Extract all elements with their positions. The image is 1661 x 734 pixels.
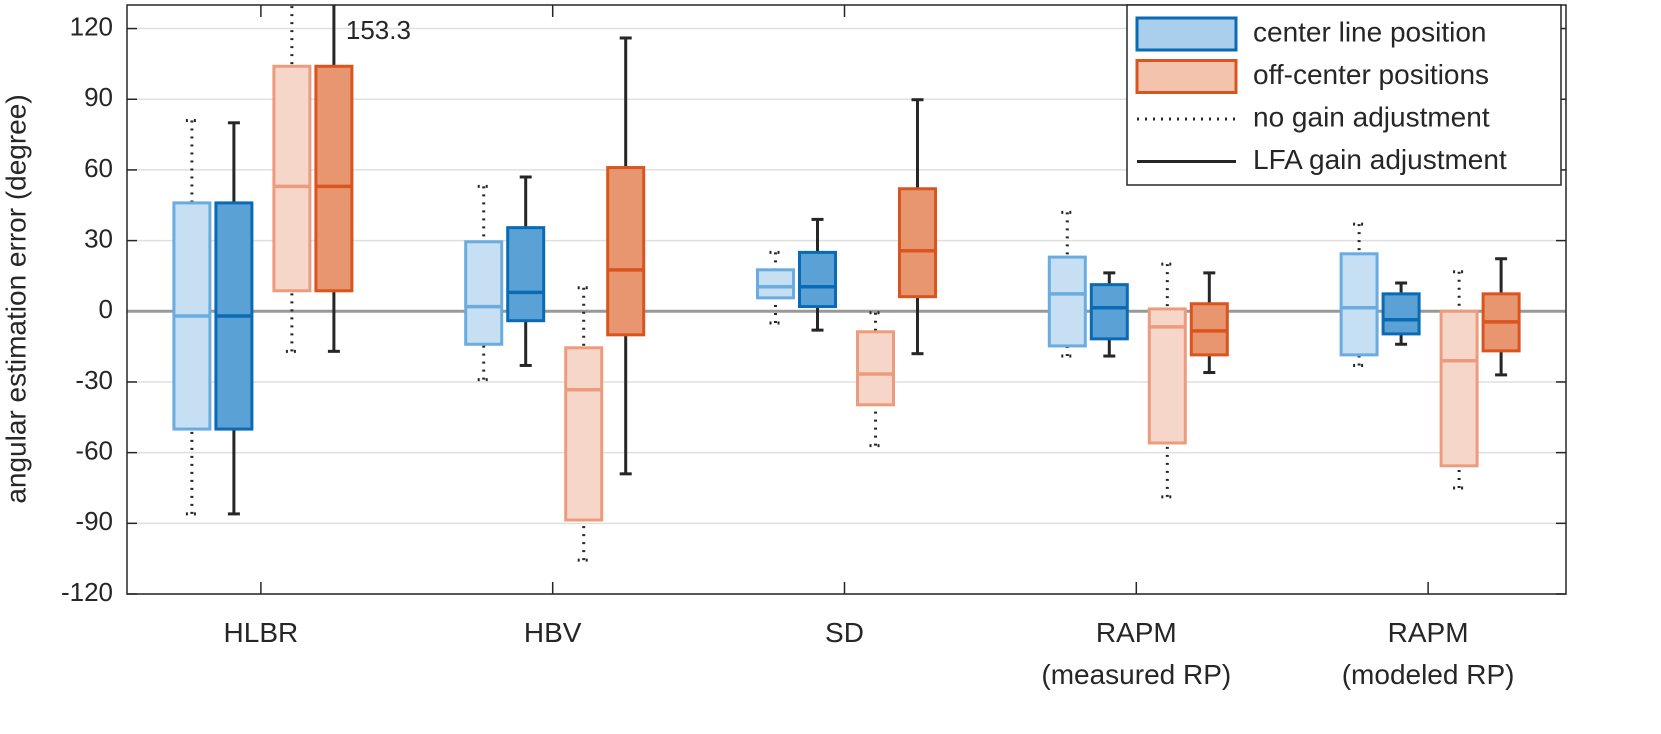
box xyxy=(564,346,604,522)
y-tick-label: 30 xyxy=(84,223,113,253)
legend-label: off-center positions xyxy=(1253,59,1489,90)
legend-swatch xyxy=(1135,16,1238,52)
y-tick-label: -120 xyxy=(61,577,113,607)
box xyxy=(1047,255,1087,348)
x-tick-label: RAPM (modeled RP) xyxy=(1341,617,1515,690)
x-tick-label: RAPM (measured RP) xyxy=(1041,617,1232,690)
box xyxy=(756,268,795,300)
x-tick-label: HLBR xyxy=(223,617,299,648)
y-tick-label: 0 xyxy=(99,294,113,324)
y-tick-label: 60 xyxy=(84,153,113,183)
x-tick-label: SD xyxy=(825,617,864,648)
x-tick-label: HBV xyxy=(523,617,582,648)
box xyxy=(1339,252,1379,357)
box xyxy=(898,187,937,299)
box xyxy=(1089,283,1129,341)
legend-label: center line position xyxy=(1253,16,1486,47)
y-axis-label: angular estimation error (degree) xyxy=(0,94,31,503)
legend-label: LFA gain adjustment xyxy=(1253,144,1507,175)
box xyxy=(464,240,504,346)
box xyxy=(314,64,354,293)
y-tick-label: -30 xyxy=(75,365,113,395)
box xyxy=(1381,292,1421,336)
annotation: 153.3 xyxy=(346,15,411,45)
y-tick-label: 120 xyxy=(70,11,113,41)
box xyxy=(606,166,646,337)
box xyxy=(506,226,546,323)
y-tick-label: 90 xyxy=(84,82,113,112)
plot-area xyxy=(172,5,1521,562)
box xyxy=(1147,307,1187,445)
legend-swatch xyxy=(1135,59,1238,94)
box xyxy=(272,64,312,293)
box xyxy=(856,330,895,407)
legend-label: no gain adjustment xyxy=(1253,101,1490,132)
y-tick-label: -60 xyxy=(75,436,113,466)
box xyxy=(1439,309,1479,468)
axes-frame xyxy=(126,4,1567,595)
box xyxy=(798,250,837,309)
y-tick-label: -90 xyxy=(75,506,113,536)
